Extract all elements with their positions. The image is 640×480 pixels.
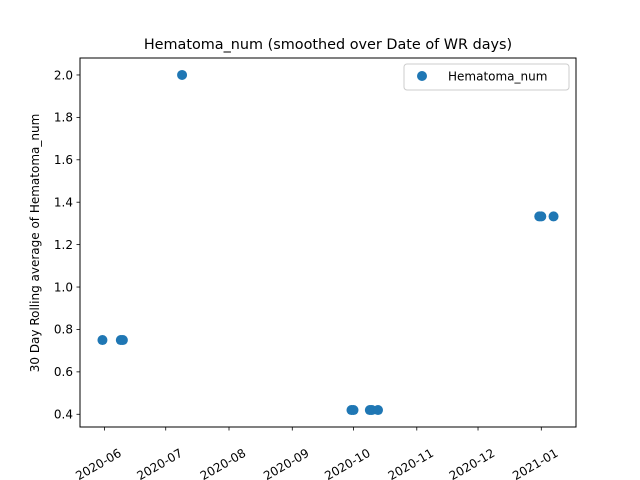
data-point bbox=[97, 335, 108, 346]
legend-box bbox=[403, 63, 570, 91]
legend-marker bbox=[417, 71, 427, 81]
y-tick-label: 1.8 bbox=[54, 111, 73, 125]
x-tick-label: 2021-01 bbox=[510, 446, 560, 480]
data-point bbox=[348, 405, 359, 416]
data-points bbox=[97, 69, 559, 416]
x-tick-label: 2020-08 bbox=[198, 446, 248, 480]
x-tick-label: 2020-12 bbox=[447, 446, 497, 480]
x-tick-label: 2020-07 bbox=[135, 446, 185, 480]
chart-title: Hematoma_num (smoothed over Date of WR d… bbox=[144, 37, 512, 53]
y-tick-label: 2.0 bbox=[54, 68, 73, 82]
data-point bbox=[177, 69, 188, 80]
legend: Hematoma_num bbox=[403, 63, 570, 91]
y-tick-label: 0.6 bbox=[54, 365, 73, 379]
plot-frame bbox=[79, 57, 577, 428]
legend-entry-label: Hematoma_num bbox=[448, 70, 547, 84]
y-tick-label: 1.4 bbox=[54, 196, 73, 210]
y-tick-label: 1.0 bbox=[54, 280, 73, 294]
y-axis-ticks: 0.4 0.6 0.8 1.0 1.2 1.4 1.6 1.8 2.0 bbox=[54, 68, 80, 422]
y-tick-label: 1.2 bbox=[54, 238, 73, 252]
x-tick-label: 2020-09 bbox=[261, 446, 311, 480]
x-axis-ticks: 2020-06 2020-07 2020-08 2020-09 2020-10 2020-… bbox=[73, 427, 561, 480]
data-point bbox=[373, 405, 384, 416]
x-tick-label: 2020-06 bbox=[73, 446, 123, 480]
y-tick-label: 0.8 bbox=[54, 323, 73, 337]
y-tick-label: 1.6 bbox=[54, 153, 73, 167]
x-tick-label: 2020-11 bbox=[386, 446, 436, 480]
data-point bbox=[548, 211, 559, 222]
y-axis-label: 30 Day Rolling average of Hematoma_num bbox=[28, 114, 42, 373]
y-tick-label: 0.4 bbox=[54, 408, 73, 422]
data-point bbox=[536, 211, 547, 222]
data-point bbox=[117, 335, 128, 346]
x-tick-label: 2020-10 bbox=[322, 446, 372, 480]
